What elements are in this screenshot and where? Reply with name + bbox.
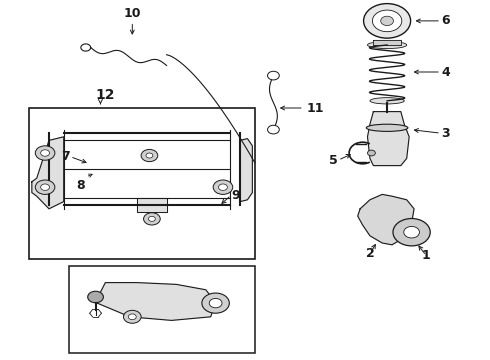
Polygon shape xyxy=(96,283,216,320)
Polygon shape xyxy=(32,137,64,209)
Circle shape xyxy=(372,10,402,32)
Circle shape xyxy=(219,184,227,190)
Text: 6: 6 xyxy=(441,14,450,27)
Text: 7: 7 xyxy=(61,150,70,163)
Circle shape xyxy=(128,314,136,320)
Text: 12: 12 xyxy=(96,87,115,102)
Circle shape xyxy=(35,180,55,194)
Ellipse shape xyxy=(370,98,404,104)
Text: 8: 8 xyxy=(76,179,85,192)
Polygon shape xyxy=(373,40,401,45)
Circle shape xyxy=(364,4,411,38)
Bar xyxy=(29,108,255,259)
Text: 10: 10 xyxy=(123,7,141,20)
Polygon shape xyxy=(137,198,167,212)
Circle shape xyxy=(368,150,375,156)
Text: 9: 9 xyxy=(231,189,240,202)
Circle shape xyxy=(88,291,103,303)
Text: 5: 5 xyxy=(329,154,338,167)
Circle shape xyxy=(404,226,419,238)
Ellipse shape xyxy=(367,124,408,131)
Circle shape xyxy=(144,213,160,225)
Text: 3: 3 xyxy=(441,127,450,140)
Circle shape xyxy=(209,298,222,308)
Polygon shape xyxy=(358,194,414,245)
Circle shape xyxy=(393,219,430,246)
Circle shape xyxy=(381,16,393,26)
Polygon shape xyxy=(240,139,252,202)
Text: 1: 1 xyxy=(422,249,431,262)
Ellipse shape xyxy=(368,41,407,49)
Circle shape xyxy=(213,180,233,194)
Circle shape xyxy=(146,153,153,158)
Circle shape xyxy=(35,146,55,160)
Circle shape xyxy=(41,184,49,190)
Circle shape xyxy=(148,216,155,221)
Circle shape xyxy=(268,71,279,80)
Circle shape xyxy=(123,310,141,323)
Polygon shape xyxy=(368,112,409,166)
Text: 4: 4 xyxy=(441,66,450,78)
Circle shape xyxy=(202,293,229,313)
Text: 2: 2 xyxy=(366,247,374,260)
Circle shape xyxy=(41,150,49,156)
Text: 11: 11 xyxy=(306,102,324,114)
Circle shape xyxy=(141,149,158,162)
Bar xyxy=(69,266,255,353)
Circle shape xyxy=(268,125,279,134)
